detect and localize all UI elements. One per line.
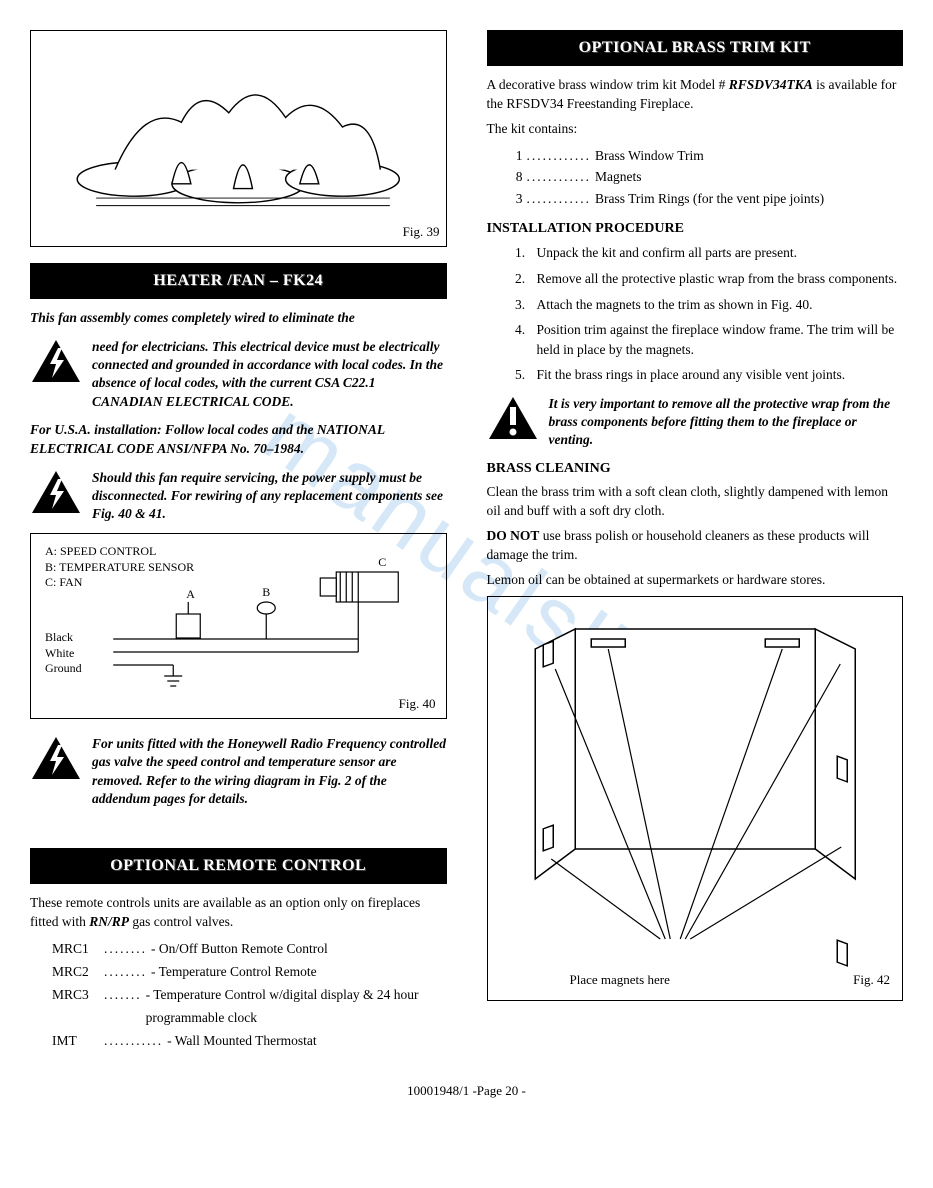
heater-warning-2: Should this fan require servicing, the p… [30, 469, 447, 524]
figure-42-label: Fig. 42 [853, 972, 890, 988]
heater-usa-note: For U.S.A. installation: Follow local co… [30, 421, 447, 459]
figure-39-label: Fig. 39 [37, 224, 440, 240]
fig40-A: A [186, 587, 195, 601]
kit-row: 1 ............ Brass Window Trim [499, 145, 904, 167]
page-footer: 10001948/1 -Page 20 - [30, 1083, 903, 1099]
figure-40-label: Fig. 40 [41, 696, 436, 712]
remote-row: MRC2 ........ - Temperature Control Remo… [52, 961, 447, 984]
procedure-step: Position trim against the fireplace wind… [529, 320, 904, 359]
lightning-warning-icon [30, 735, 82, 781]
remote-intro: These remote controls units are availabl… [30, 894, 447, 932]
fig40-white: White [45, 646, 82, 662]
remote-row: IMT ........... - Wall Mounted Thermosta… [52, 1030, 447, 1053]
figure-42-caption: Place magnets here [570, 972, 670, 988]
fig40-C: C [378, 555, 386, 569]
trim-warning-text: It is very important to remove all the p… [549, 395, 904, 450]
fig40-ground: Ground [45, 661, 82, 677]
right-column: OPTIONAL BRASS TRIM KIT A decorative bra… [487, 30, 904, 1059]
heater-warning-1-text: need for electricians. This electrical d… [92, 338, 447, 411]
figure-40: A: SPEED CONTROL B: TEMPERATURE SENSOR C… [30, 533, 447, 719]
trim-magnets-illustration [500, 609, 891, 969]
procedure-step: Unpack the kit and confirm all parts are… [529, 243, 904, 263]
kit-heading: The kit contains: [487, 120, 904, 139]
kit-row: 3 ............ Brass Trim Rings (for the… [499, 188, 904, 210]
procedure-list: Unpack the kit and confirm all parts are… [487, 243, 904, 384]
brass-p3: Lemon oil can be obtained at supermarket… [487, 571, 904, 590]
lightning-warning-icon [30, 338, 82, 384]
brass-p1: Clean the brass trim with a soft clean c… [487, 483, 904, 521]
procedure-step: Remove all the protective plastic wrap f… [529, 269, 904, 289]
logs-illustration [37, 37, 440, 217]
kit-list: 1 ............ Brass Window Trim 8 .....… [499, 145, 904, 210]
heater-warning-2-text: Should this fan require servicing, the p… [92, 469, 447, 524]
exclamation-warning-icon [487, 395, 539, 441]
heater-fan-header: HEATER /FAN – FK24 [30, 263, 447, 299]
procedure-step: Attach the magnets to the trim as shown … [529, 295, 904, 315]
fig40-B: B [262, 585, 270, 599]
trim-warning: It is very important to remove all the p… [487, 395, 904, 450]
trim-header: OPTIONAL BRASS TRIM KIT [487, 30, 904, 66]
figure-39: Fig. 39 [30, 30, 447, 247]
remote-list: MRC1 ........ - On/Off Button Remote Con… [52, 938, 447, 1053]
trim-intro: A decorative brass window trim kit Model… [487, 76, 904, 114]
fig40-black: Black [45, 630, 82, 646]
procedure-step: Fit the brass rings in place around any … [529, 365, 904, 385]
kit-row: 8 ............ Magnets [499, 166, 904, 188]
lightning-warning-icon [30, 469, 82, 515]
remote-header: OPTIONAL REMOTE CONTROL [30, 848, 447, 884]
heater-warning-3: For units fitted with the Honeywell Radi… [30, 735, 447, 808]
heater-warning-1: need for electricians. This electrical d… [30, 338, 447, 411]
procedure-heading: INSTALLATION PROCEDURE [487, 221, 904, 237]
heater-intro: This fan assembly comes completely wired… [30, 309, 447, 328]
figure-42: Place magnets here Fig. 42 [487, 596, 904, 1001]
remote-row: MRC3 ....... - Temperature Control w/dig… [52, 984, 447, 1030]
heater-warning-3-text: For units fitted with the Honeywell Radi… [92, 735, 447, 808]
brass-cleaning-heading: BRASS CLEANING [487, 461, 904, 477]
remote-row: MRC1 ........ - On/Off Button Remote Con… [52, 938, 447, 961]
left-column: Fig. 39 HEATER /FAN – FK24 This fan asse… [30, 30, 447, 1059]
brass-p2: DO NOT use brass polish or household cle… [487, 527, 904, 565]
